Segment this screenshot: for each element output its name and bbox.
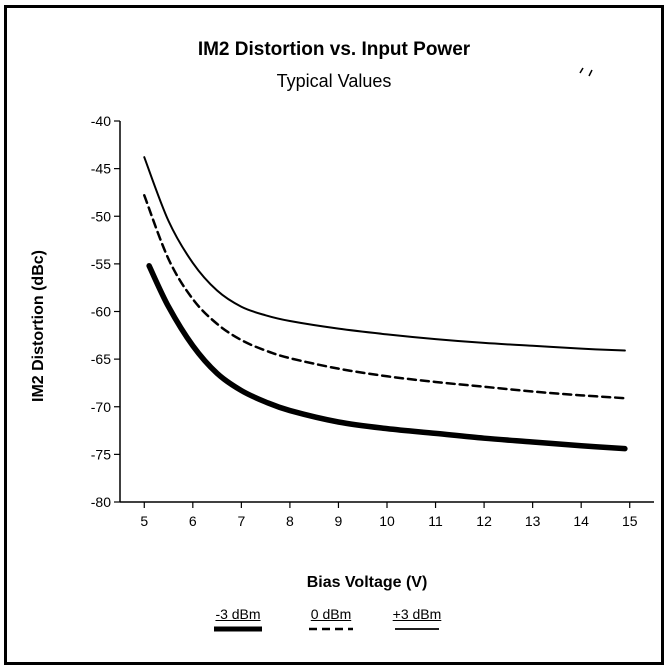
legend-swatch-dashed bbox=[309, 627, 353, 631]
x-tick-label: 11 bbox=[428, 513, 443, 529]
scan-artifact-mark bbox=[579, 67, 584, 74]
y-tick-label: -40 bbox=[91, 113, 111, 129]
series-line-dashed bbox=[143, 194, 627, 400]
chart-frame: IM2 Distortion vs. Input Power Typical V… bbox=[4, 5, 664, 665]
x-axis-label: Bias Voltage (V) bbox=[306, 574, 428, 591]
chart-subtitle: Typical Values bbox=[276, 71, 392, 91]
x-tick-label: 14 bbox=[573, 513, 589, 529]
x-tick-label: 8 bbox=[286, 513, 294, 529]
legend-item-plus3dbm: +3 dBm bbox=[382, 606, 452, 634]
y-tick-label: -55 bbox=[91, 256, 111, 272]
x-tick-label: 13 bbox=[525, 513, 541, 529]
x-tick-label: 10 bbox=[379, 513, 395, 529]
y-axis-label: IM2 Distortion (dBc) bbox=[30, 250, 47, 402]
chart-title: IM2 Distortion vs. Input Power bbox=[197, 39, 471, 60]
y-tick-label: -80 bbox=[91, 494, 111, 510]
legend-swatch-thick bbox=[214, 626, 262, 632]
legend-label: -3 dBm bbox=[215, 606, 261, 622]
series-line-thin bbox=[143, 156, 626, 352]
y-tick-label: -45 bbox=[91, 161, 111, 177]
x-tick-label: 15 bbox=[622, 513, 638, 529]
x-tick-label: 12 bbox=[476, 513, 492, 529]
series-line-thick bbox=[146, 263, 628, 452]
y-tick-label: -70 bbox=[91, 399, 111, 415]
plot-area: -40 -45 -50 -55 -60 -65 -70 -75 -80 5 6 7 8 9 10 11 12 13… bbox=[91, 67, 654, 529]
x-tick-label: 7 bbox=[237, 513, 245, 529]
legend-item-0dbm: 0 dBm bbox=[296, 606, 366, 634]
legend-label: 0 dBm bbox=[310, 606, 352, 622]
legend-label: +3 dBm bbox=[392, 606, 442, 622]
y-tick-label: -75 bbox=[91, 446, 111, 462]
y-tick-label: -65 bbox=[91, 351, 111, 367]
scan-artifact-mark bbox=[588, 69, 593, 77]
legend-item-minus3dbm: -3 dBm bbox=[203, 606, 273, 634]
y-tick-label: -50 bbox=[91, 208, 111, 224]
x-tick-label: 6 bbox=[189, 513, 197, 529]
legend-swatch-thin bbox=[395, 628, 439, 630]
x-tick-label: 9 bbox=[335, 513, 343, 529]
x-tick-label: 5 bbox=[140, 513, 148, 529]
y-tick-label: -60 bbox=[91, 304, 111, 320]
